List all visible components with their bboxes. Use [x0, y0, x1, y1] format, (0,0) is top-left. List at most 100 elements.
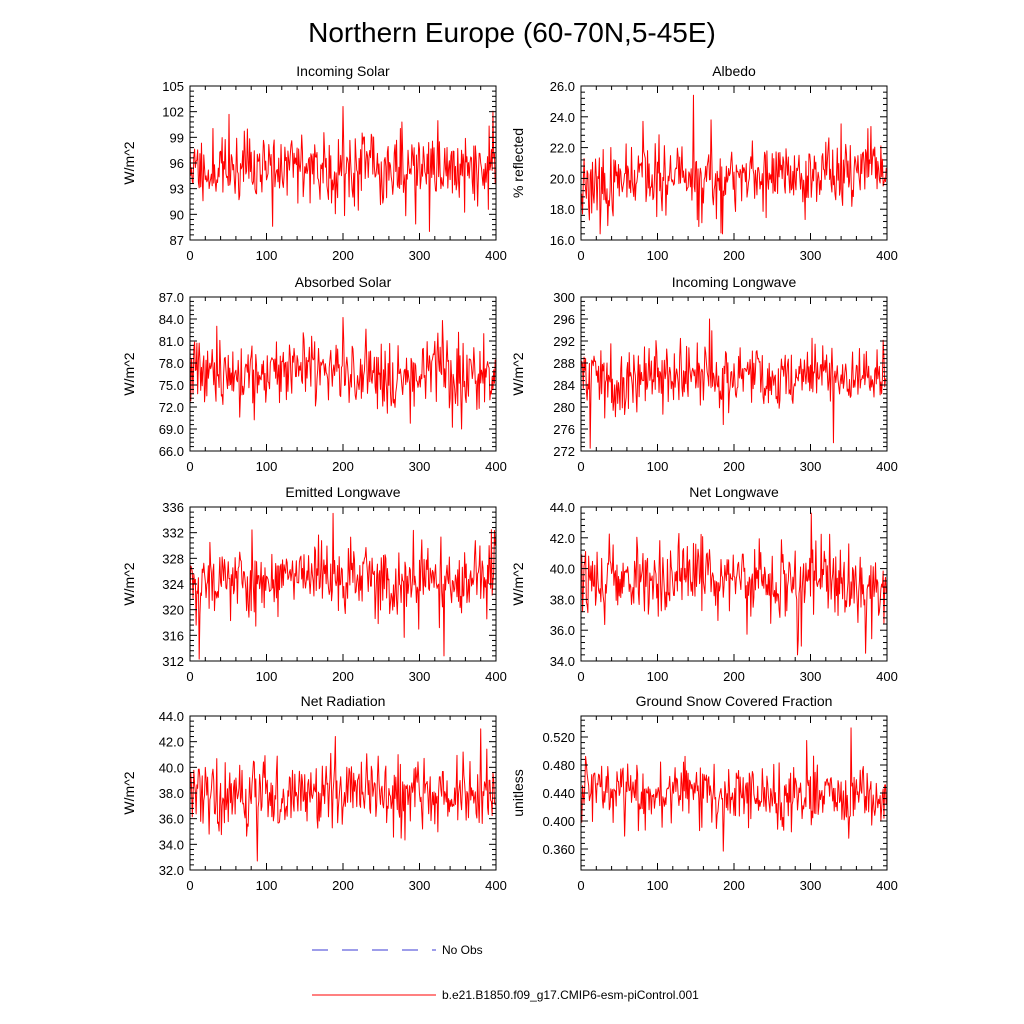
y-tick-label-net-radiation: 34.0 — [159, 837, 184, 852]
y-tick-label-net-radiation: 32.0 — [159, 863, 184, 878]
y-tick-label-net-radiation: 44.0 — [159, 709, 184, 724]
y-tick-label-incoming-solar: 99 — [170, 130, 184, 145]
x-tick-label-incoming-solar: 100 — [256, 248, 278, 263]
x-tick-label-albedo: 400 — [876, 248, 898, 263]
x-tick-label-net-longwave: 300 — [800, 669, 822, 684]
series-line-emitted-longwave — [189, 512, 496, 660]
y-tick-label-incoming-solar: 105 — [162, 79, 184, 94]
panel-net-radiation: Net Radiation 0 100 200 300 400 32.0 34.0 36.0 38… — [121, 693, 507, 893]
y-tick-label-albedo: 18.0 — [550, 202, 575, 217]
y-tick-label-emitted-longwave: 312 — [162, 654, 184, 669]
y-tick-label-net-radiation: 42.0 — [159, 735, 184, 750]
y-tick-label-ground-snow-covered-fraction: 0.520 — [542, 730, 575, 745]
x-tick-label-emitted-longwave: 100 — [256, 669, 278, 684]
panel-title-net-longwave: Net Longwave — [689, 484, 779, 500]
x-tick-label-ground-snow-covered-fraction: 200 — [723, 878, 745, 893]
y-tick-label-absorbed-solar: 75.0 — [159, 378, 184, 393]
panel-title-incoming-longwave: Incoming Longwave — [672, 274, 797, 290]
y-axis-label-net-longwave: W/m^2 — [510, 562, 526, 605]
figure-title: Northern Europe (60-70N,5-45E) — [308, 17, 716, 48]
series-line-net-radiation — [189, 728, 496, 862]
y-tick-label-net-longwave: 38.0 — [550, 592, 575, 607]
y-tick-label-albedo: 16.0 — [550, 233, 575, 248]
y-tick-label-emitted-longwave: 332 — [162, 526, 184, 541]
panel-title-absorbed-solar: Absorbed Solar — [295, 274, 392, 290]
x-tick-label-emitted-longwave: 200 — [332, 669, 354, 684]
series-line-net-longwave — [580, 512, 887, 656]
y-tick-label-ground-snow-covered-fraction: 0.360 — [542, 842, 575, 857]
y-axis-label-albedo: % reflected — [510, 128, 526, 198]
legend: No Obs b.e21.B1850.f09_g17.CMIP6-esm-piC… — [312, 943, 699, 1002]
y-axis-label-absorbed-solar: W/m^2 — [121, 352, 137, 395]
x-tick-label-emitted-longwave: 300 — [409, 669, 431, 684]
y-tick-label-albedo: 20.0 — [550, 171, 575, 186]
y-tick-label-incoming-longwave: 288 — [553, 356, 575, 371]
y-tick-label-absorbed-solar: 66.0 — [159, 444, 184, 459]
y-tick-label-absorbed-solar: 84.0 — [159, 312, 184, 327]
panel-title-ground-snow-covered-fraction: Ground Snow Covered Fraction — [636, 693, 833, 709]
legend-label-model-run: b.e21.B1850.f09_g17.CMIP6-esm-piControl.… — [442, 988, 699, 1002]
x-tick-label-incoming-solar: 300 — [409, 248, 431, 263]
x-tick-label-incoming-solar: 200 — [332, 248, 354, 263]
x-tick-label-net-radiation: 0 — [186, 878, 193, 893]
panel-net-longwave: Net Longwave 0 100 200 300 400 34.0 36.0 38.0 40.… — [510, 484, 898, 684]
y-tick-label-albedo: 22.0 — [550, 141, 575, 156]
y-tick-label-incoming-longwave: 284 — [553, 378, 575, 393]
panel-albedo: Albedo 0 100 200 300 400 16.0 18.0 20.0 22.0 24.0 2… — [510, 63, 898, 263]
y-tick-label-incoming-longwave: 292 — [553, 334, 575, 349]
legend-label-no-obs: No Obs — [442, 943, 483, 957]
series-line-absorbed-solar — [189, 317, 496, 430]
x-tick-label-ground-snow-covered-fraction: 400 — [876, 878, 898, 893]
y-tick-label-absorbed-solar: 72.0 — [159, 400, 184, 415]
panel-title-net-radiation: Net Radiation — [301, 693, 386, 709]
x-tick-label-net-radiation: 300 — [409, 878, 431, 893]
y-tick-label-incoming-solar: 102 — [162, 105, 184, 120]
x-tick-label-incoming-solar: 400 — [485, 248, 507, 263]
y-tick-label-absorbed-solar: 81.0 — [159, 334, 184, 349]
series-line-incoming-solar — [189, 106, 496, 232]
y-tick-label-net-radiation: 38.0 — [159, 786, 184, 801]
series-line-albedo — [580, 94, 887, 235]
y-tick-label-albedo: 24.0 — [550, 110, 575, 125]
x-tick-label-incoming-longwave: 300 — [800, 459, 822, 474]
y-tick-label-emitted-longwave: 336 — [162, 500, 184, 515]
y-tick-label-albedo: 26.0 — [550, 79, 575, 94]
y-axis-label-emitted-longwave: W/m^2 — [121, 562, 137, 605]
x-tick-label-incoming-longwave: 400 — [876, 459, 898, 474]
x-tick-label-absorbed-solar: 300 — [409, 459, 431, 474]
y-tick-label-absorbed-solar: 87.0 — [159, 290, 184, 305]
x-tick-label-incoming-longwave: 200 — [723, 459, 745, 474]
panel-title-albedo: Albedo — [712, 63, 756, 79]
x-tick-label-net-longwave: 0 — [577, 669, 584, 684]
x-tick-label-ground-snow-covered-fraction: 0 — [577, 878, 584, 893]
panel-incoming-longwave: Incoming Longwave 0 100 200 300 400 272 276 280 2… — [510, 274, 898, 474]
y-tick-label-net-longwave: 36.0 — [550, 623, 575, 638]
y-tick-label-incoming-solar: 87 — [170, 233, 184, 248]
x-tick-label-net-longwave: 100 — [647, 669, 669, 684]
x-tick-label-net-longwave: 400 — [876, 669, 898, 684]
x-tick-label-net-longwave: 200 — [723, 669, 745, 684]
series-line-incoming-longwave — [580, 318, 887, 449]
y-tick-label-net-longwave: 34.0 — [550, 654, 575, 669]
y-axis-label-net-radiation: W/m^2 — [121, 771, 137, 814]
y-tick-label-emitted-longwave: 328 — [162, 551, 184, 566]
x-tick-label-albedo: 100 — [647, 248, 669, 263]
y-tick-label-ground-snow-covered-fraction: 0.440 — [542, 786, 575, 801]
panel-absorbed-solar: Absorbed Solar 0 100 200 300 400 66.0 69.0 72.0 7… — [121, 274, 507, 474]
x-tick-label-absorbed-solar: 400 — [485, 459, 507, 474]
x-tick-label-albedo: 0 — [577, 248, 584, 263]
x-tick-label-incoming-longwave: 0 — [577, 459, 584, 474]
y-tick-label-emitted-longwave: 316 — [162, 628, 184, 643]
y-tick-label-incoming-solar: 96 — [170, 156, 184, 171]
panels-container: Incoming Solar 0 100 200 300 400 87 90 93 96 99 102… — [121, 63, 898, 893]
y-axis-label-ground-snow-covered-fraction: unitless — [510, 769, 526, 816]
y-tick-label-incoming-longwave: 272 — [553, 444, 575, 459]
x-tick-label-absorbed-solar: 200 — [332, 459, 354, 474]
panel-incoming-solar: Incoming Solar 0 100 200 300 400 87 90 93 96 99 102… — [121, 63, 507, 263]
panel-emitted-longwave: Emitted Longwave 0 100 200 300 400 312 316 320 32… — [121, 484, 507, 684]
panel-ground-snow-covered-fraction: Ground Snow Covered Fraction 0 100 200 300 40… — [510, 693, 898, 893]
panel-title-emitted-longwave: Emitted Longwave — [285, 484, 400, 500]
series-line-ground-snow-covered-fraction — [580, 727, 887, 852]
